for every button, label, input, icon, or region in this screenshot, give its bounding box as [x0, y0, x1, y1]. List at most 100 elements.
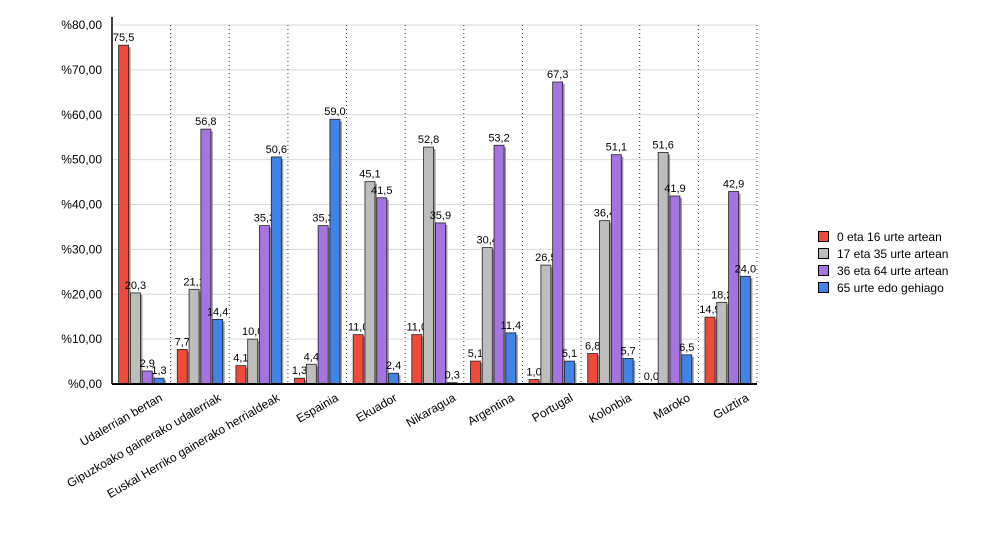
data-label: 75,5: [113, 32, 134, 44]
bar: [317, 225, 329, 385]
bar: [200, 128, 212, 385]
x-tick-label: Maroko: [651, 390, 693, 422]
legend-item: 36 eta 64 urte artean: [818, 262, 948, 279]
data-label: 59,0: [324, 106, 345, 118]
data-label: 4,4: [304, 351, 319, 363]
bar: [434, 222, 446, 385]
bar: [329, 118, 341, 385]
bar: [411, 334, 423, 385]
y-tick-label: %20,00: [61, 287, 102, 301]
data-label: 2,4: [386, 360, 401, 372]
data-label: 1,3: [151, 365, 166, 377]
bar: [118, 44, 130, 385]
x-tick-label: Kolonbia: [586, 390, 634, 426]
bar: [247, 338, 259, 385]
data-label: 5,1: [562, 348, 577, 360]
bar: [176, 349, 188, 385]
legend-swatch: [818, 231, 829, 242]
bar: [364, 181, 376, 385]
bar: [212, 318, 224, 385]
y-tick-label: %60,00: [61, 108, 102, 122]
x-tick-label: Espainia: [294, 390, 341, 425]
bar: [388, 372, 399, 385]
legend-swatch: [818, 248, 829, 259]
legend-label: 65 urte edo gehiago: [837, 280, 944, 295]
bar: [423, 146, 435, 385]
bar: [305, 363, 317, 385]
data-label: 14,9: [699, 304, 720, 316]
data-label: 5,7: [620, 345, 635, 357]
data-label: 24,0: [735, 263, 756, 275]
data-label: 0,3: [445, 370, 460, 382]
bar: [564, 360, 575, 385]
legend-label: 0 eta 16 urte artean: [837, 229, 942, 244]
data-label: 35,9: [430, 210, 451, 222]
data-label: 6,5: [679, 342, 694, 354]
bar: [352, 334, 364, 385]
legend: 0 eta 16 urte artean 17 eta 35 urte artea…: [818, 228, 948, 296]
x-tick-label: Argentina: [465, 390, 517, 428]
x-tick-label: Portugal: [530, 390, 576, 424]
data-label: 36,4: [594, 208, 615, 220]
y-tick-label: %70,00: [61, 63, 102, 77]
data-label: 52,8: [418, 134, 439, 146]
y-tick-label: %10,00: [61, 332, 102, 346]
bar: [505, 332, 517, 385]
data-label: 2,9: [140, 358, 155, 370]
data-label: 1,0: [526, 367, 541, 379]
bar: [470, 360, 481, 385]
bar: [481, 247, 493, 385]
data-label: 50,6: [266, 144, 287, 156]
x-tick-label: Nikaragua: [404, 390, 459, 430]
data-label: 51,6: [652, 139, 673, 151]
bar: [259, 225, 270, 385]
data-label: 11,4: [501, 320, 522, 332]
bar: [669, 195, 681, 385]
data-label: 56,8: [195, 116, 216, 128]
legend-item: 65 urte edo gehiago: [818, 279, 948, 296]
data-label: 42,9: [723, 178, 744, 190]
legend-item: 17 eta 35 urte artean: [818, 245, 948, 262]
data-label: 45,1: [359, 169, 380, 181]
legend-swatch: [818, 282, 829, 293]
bar: [681, 354, 693, 385]
data-label: 0,0: [644, 371, 659, 383]
bar: [552, 81, 564, 385]
data-label: 10,0: [242, 326, 263, 338]
data-label: 35,3: [254, 213, 275, 225]
data-label: 4,1: [233, 353, 248, 365]
data-label: 51,1: [606, 142, 627, 154]
legend-label: 36 eta 64 urte artean: [837, 263, 949, 278]
data-label: 1,3: [292, 365, 307, 377]
y-tick-label: %50,00: [61, 153, 102, 167]
y-tick-label: %30,00: [61, 242, 102, 256]
y-tick-label: %0,00: [68, 377, 102, 391]
data-label: 6,8: [585, 340, 600, 352]
data-label: 5,1: [468, 348, 483, 360]
bar: [739, 275, 751, 385]
bar: [540, 264, 552, 385]
legend-item: 0 eta 16 urte artean: [818, 228, 948, 245]
data-label: 18,2: [711, 289, 732, 301]
bar: [493, 144, 505, 385]
bar: [235, 365, 247, 385]
bar: [716, 301, 728, 385]
x-tick-label: Guztira: [711, 390, 752, 422]
bar: [270, 156, 282, 385]
data-label: 41,9: [664, 183, 685, 195]
bar: [728, 191, 739, 385]
legend-swatch: [818, 265, 829, 276]
data-label: 11,0: [407, 322, 428, 334]
y-tick-label: %80,00: [61, 18, 102, 32]
x-tick-label: Ekuador: [354, 390, 400, 424]
data-label: 41,5: [371, 185, 392, 197]
data-label: 14,4: [207, 306, 228, 318]
data-label: 53,2: [488, 132, 509, 144]
bar: [130, 292, 141, 385]
data-label: 11,0: [348, 322, 369, 334]
data-label: 26,5: [535, 252, 556, 264]
bar: [622, 358, 634, 385]
bar: [587, 353, 599, 385]
